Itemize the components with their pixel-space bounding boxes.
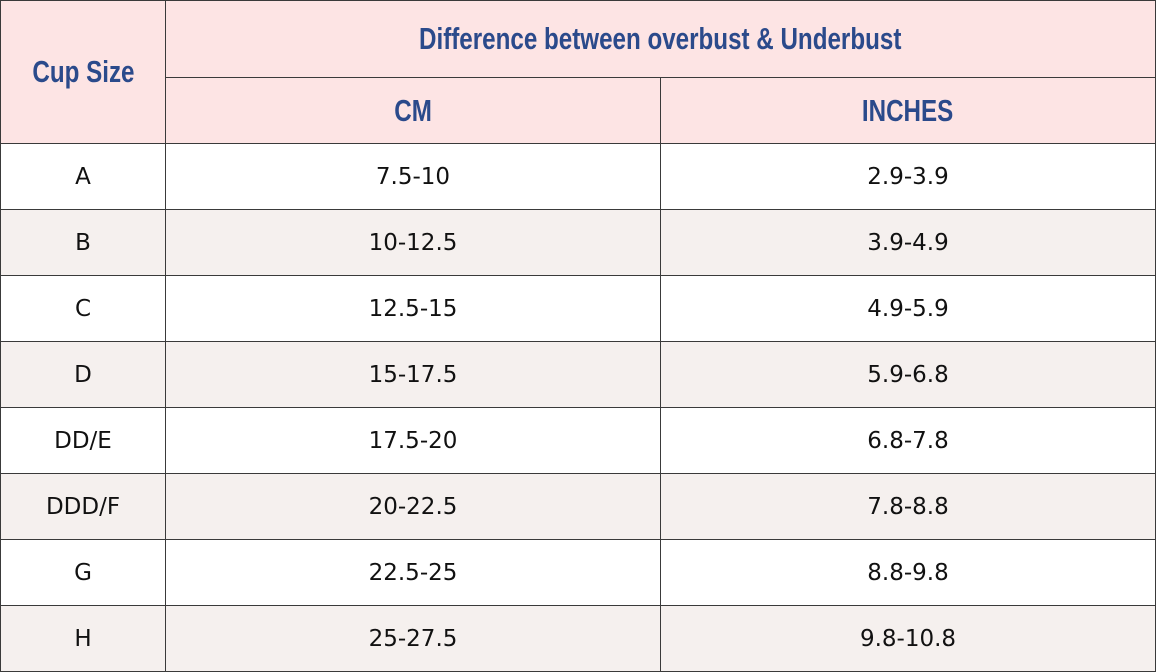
table-cell: B [0, 209, 166, 276]
table-cell: DDD/F [0, 473, 166, 540]
table-cell: 12.5-15 [165, 275, 661, 342]
header-cell: CM [165, 77, 661, 144]
header-cell: Difference between overbust & Underbust [165, 0, 1156, 78]
table-cell: 17.5-20 [165, 407, 661, 474]
table-cell: D [0, 341, 166, 408]
table-cell: H [0, 605, 166, 672]
header-cell: INCHES [660, 77, 1156, 144]
table-cell: 4.9-5.9 [660, 275, 1156, 342]
table-cell: 5.9-6.8 [660, 341, 1156, 408]
table-cell: 9.8-10.8 [660, 605, 1156, 672]
table-cell: 6.8-7.8 [660, 407, 1156, 474]
table-cell: C [0, 275, 166, 342]
table-cell: 7.5-10 [165, 143, 661, 210]
header-cell: Cup Size [0, 0, 166, 144]
header-text: Cup Size [31, 54, 135, 89]
header-text: Difference between overbust & Underbust [419, 21, 902, 56]
table-cell: 8.8-9.8 [660, 539, 1156, 606]
table-cell: 15-17.5 [165, 341, 661, 408]
table-cell: G [0, 539, 166, 606]
table-cell: A [0, 143, 166, 210]
table-cell: 22.5-25 [165, 539, 661, 606]
table-cell: 20-22.5 [165, 473, 661, 540]
table-cell: 7.8-8.8 [660, 473, 1156, 540]
table-cell: 3.9-4.9 [660, 209, 1156, 276]
header-text: INCHES [862, 92, 954, 128]
table-cell: 10-12.5 [165, 209, 661, 276]
table-cell: 25-27.5 [165, 605, 661, 672]
table-cell: DD/E [0, 407, 166, 474]
header-text: CM [394, 92, 432, 128]
table-cell: 2.9-3.9 [660, 143, 1156, 210]
